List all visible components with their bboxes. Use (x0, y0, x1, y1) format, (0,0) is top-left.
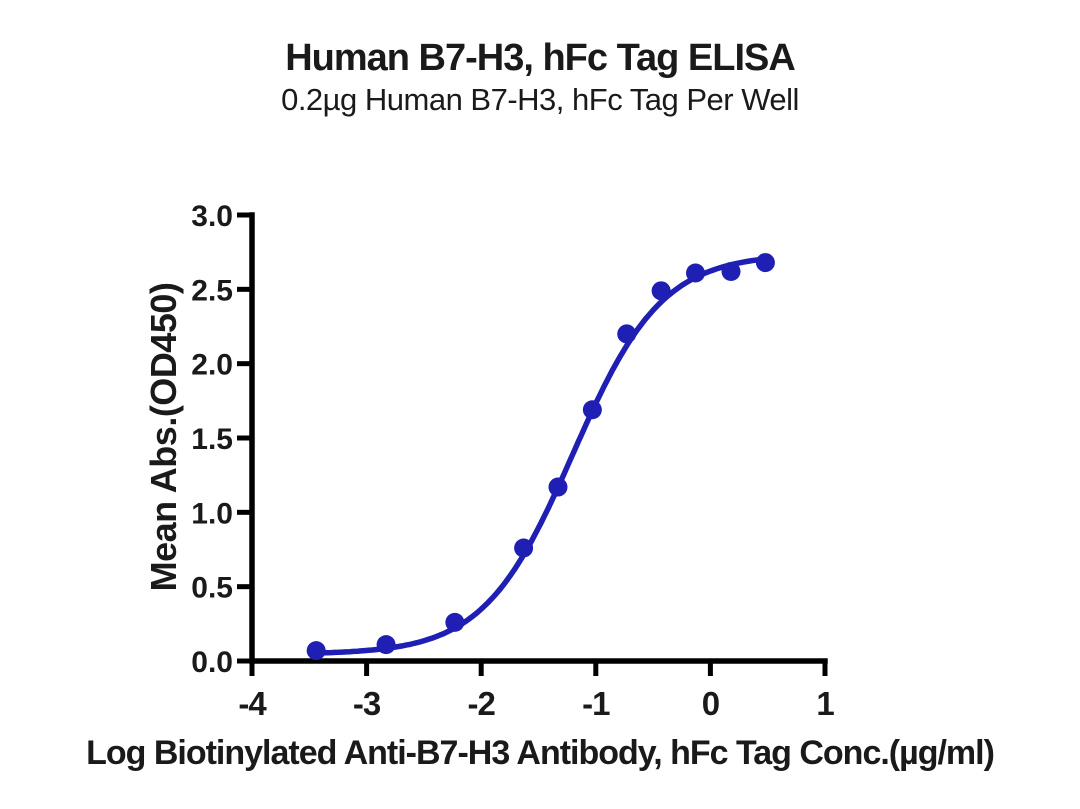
x-tick-label: -1 (582, 685, 610, 722)
data-point (445, 612, 465, 632)
data-point (721, 261, 741, 281)
data-point (686, 263, 706, 283)
x-tick-label: -3 (353, 685, 381, 722)
data-point (306, 641, 326, 661)
y-tick-label: 3.0 (191, 200, 233, 233)
fit-curve (313, 256, 769, 656)
data-point (617, 324, 637, 344)
data-point (376, 635, 396, 655)
y-tick-label: 1.5 (191, 423, 233, 456)
x-axis-label: Log Biotinylated Anti-B7-H3 Antibody, hF… (86, 734, 995, 772)
y-tick-label: 0.0 (191, 646, 233, 679)
data-point (514, 538, 534, 558)
x-tick-label: 0 (702, 685, 719, 722)
axis-lines (249, 212, 828, 664)
data-point (651, 281, 671, 301)
chart-title: Human B7-H3, hFc Tag ELISA (285, 37, 796, 79)
chart-subtitle: 0.2µg Human B7-H3, hFc Tag Per Well (281, 82, 799, 117)
data-point (548, 477, 568, 497)
y-tick-label: 1.0 (191, 497, 233, 530)
data-point (582, 400, 602, 420)
y-tick-label: 2.5 (191, 274, 233, 307)
x-tick-label: -2 (468, 685, 496, 722)
y-tick-label: 2.0 (191, 349, 233, 382)
data-point (755, 253, 775, 273)
x-tick-label: -4 (238, 685, 267, 722)
x-tick-label: 1 (816, 685, 834, 722)
y-tick-label: 0.5 (191, 572, 233, 605)
